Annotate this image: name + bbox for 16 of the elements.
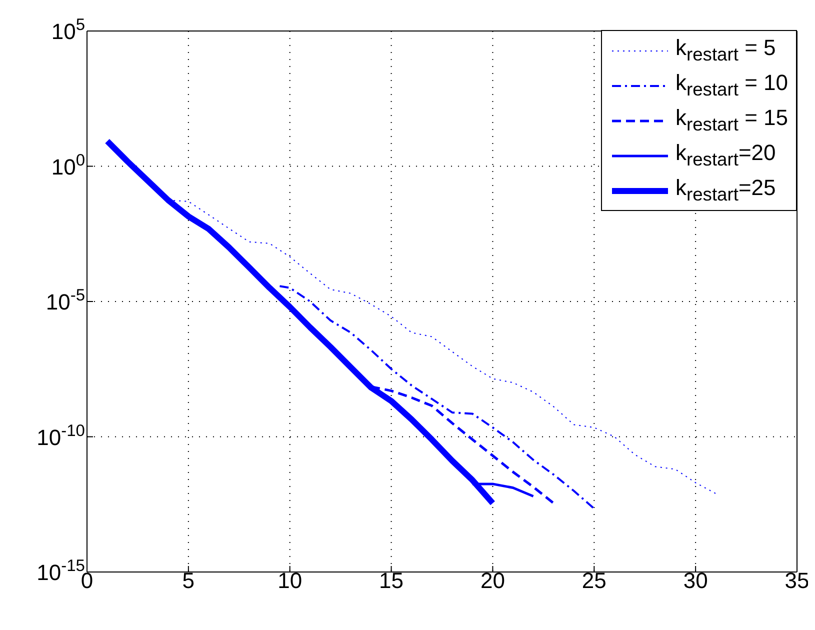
y-tick-label: 10$^{-5}$ bbox=[46, 286, 85, 314]
x-tick-label: 10 bbox=[278, 568, 302, 593]
x-tick-label: 15 bbox=[379, 568, 404, 593]
legend-label: k$_{restart}$ = 15 bbox=[676, 105, 788, 136]
x-tick-label: 20 bbox=[480, 568, 505, 593]
x-tick-label: 25 bbox=[582, 568, 606, 593]
legend-label: k$_{restart}$ = 10 bbox=[676, 70, 788, 101]
legend-label: k$_{restart}$=20 bbox=[676, 140, 776, 171]
y-tick-label: 10$^{-10}$ bbox=[36, 422, 85, 450]
legend-label: k$_{restart}$=25 bbox=[676, 175, 776, 206]
x-tick-label: 35 bbox=[784, 568, 810, 593]
legend-label: k$_{restart}$ = 5 bbox=[676, 35, 776, 66]
y-tick-label: 10$^{5}$ bbox=[51, 16, 85, 44]
y-tick-label: 10$^{0}$ bbox=[51, 151, 85, 180]
x-tick-label: 5 bbox=[182, 568, 195, 593]
x-tick-label: 30 bbox=[683, 568, 708, 593]
